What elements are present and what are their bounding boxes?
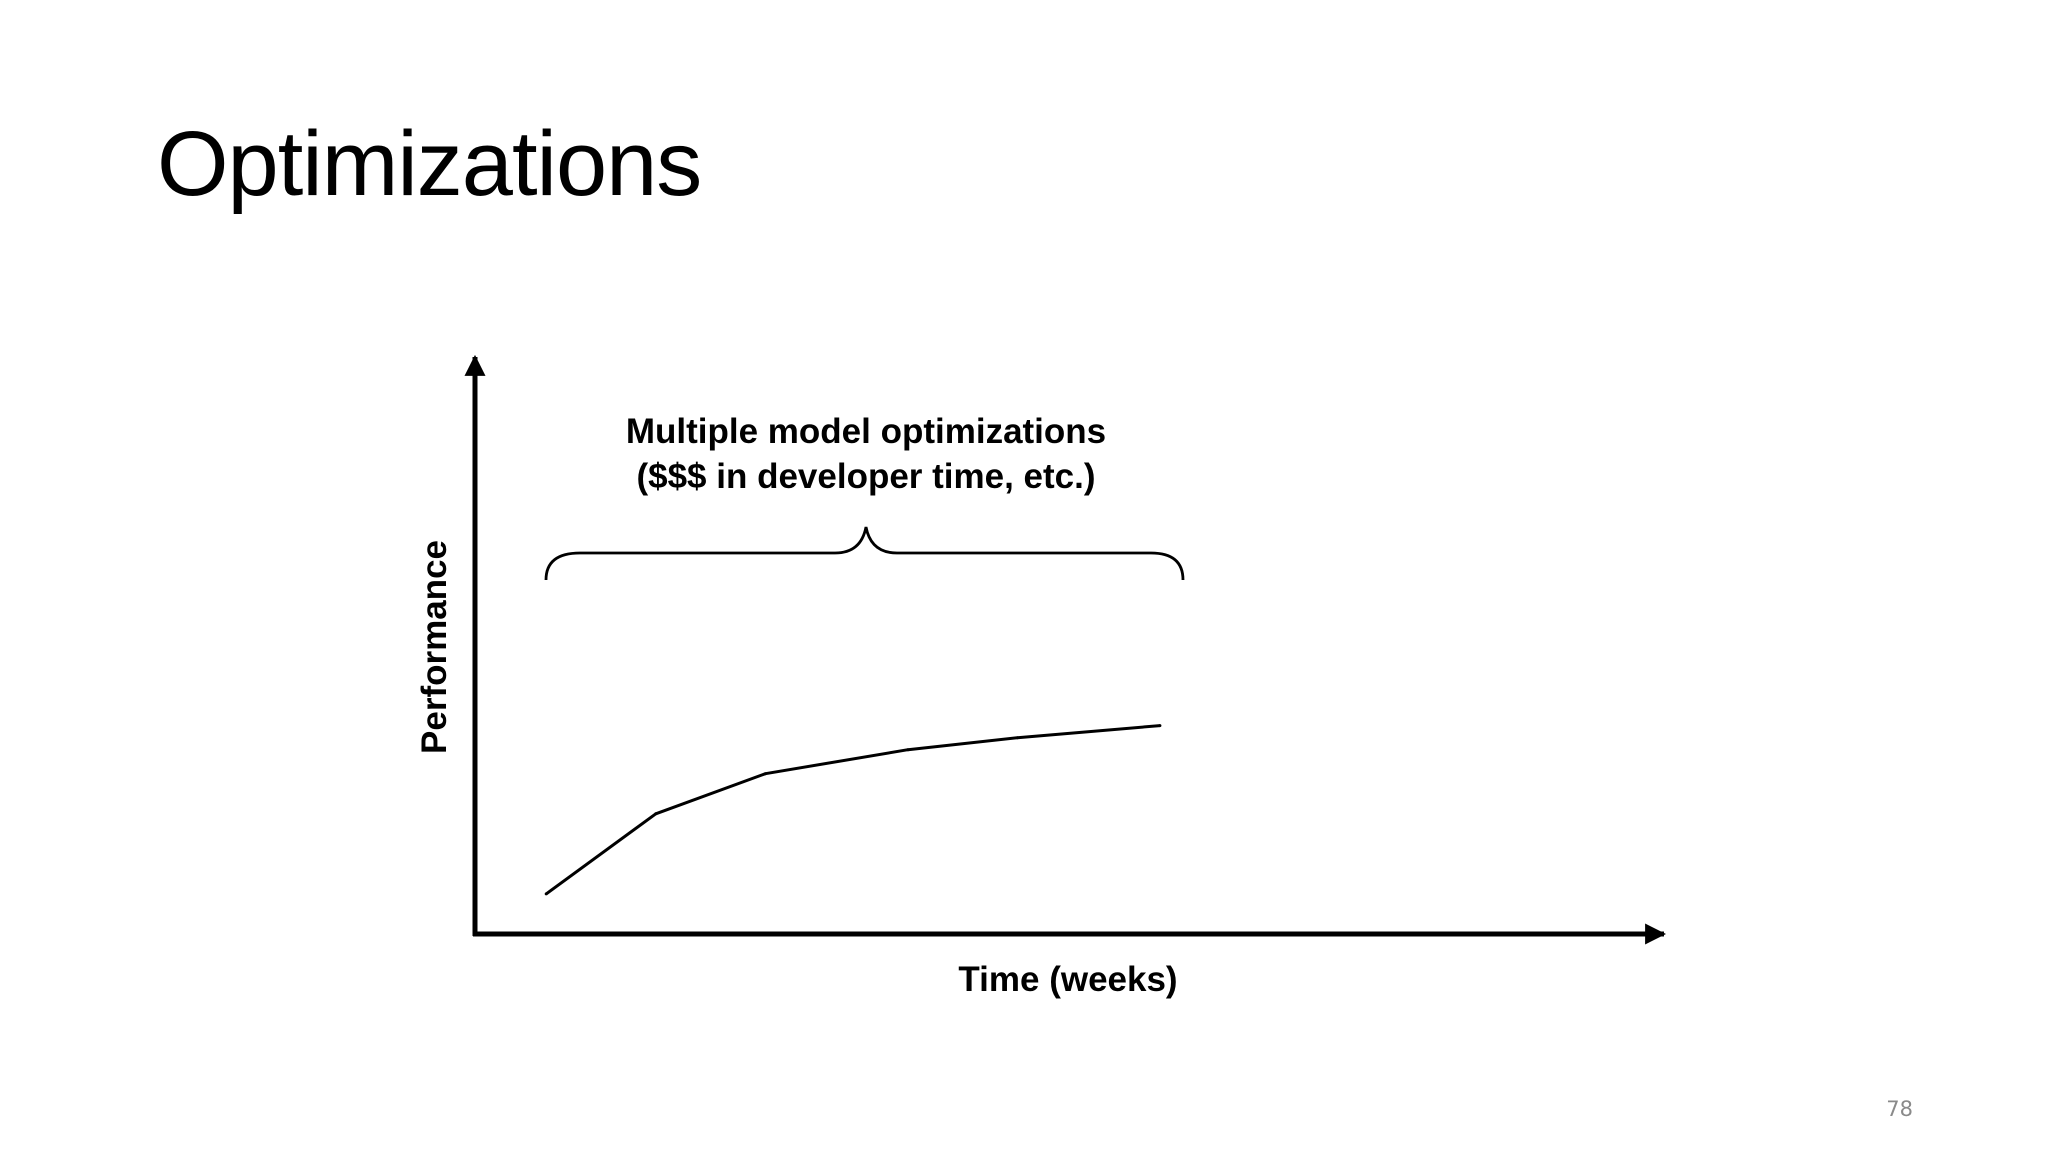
slide-title: Optimizations [157, 113, 702, 215]
y-axis-label: Performance [415, 540, 454, 754]
x-axis-label: Time (weeks) [958, 960, 1177, 999]
data-point [763, 772, 767, 776]
series-line-0 [545, 724, 1161, 896]
annotation-line-2: ($$$ in developer time, etc.) [636, 457, 1095, 496]
data-point [654, 812, 658, 816]
series-layer [544, 724, 1162, 896]
data-point [1015, 736, 1019, 740]
data-point [906, 748, 910, 752]
data-point [1158, 724, 1162, 728]
data-point [544, 892, 548, 896]
page-number: 78 [1886, 1097, 1913, 1121]
annotation-line-1: Multiple model optimizations [626, 412, 1106, 451]
curly-brace [544, 526, 1185, 581]
